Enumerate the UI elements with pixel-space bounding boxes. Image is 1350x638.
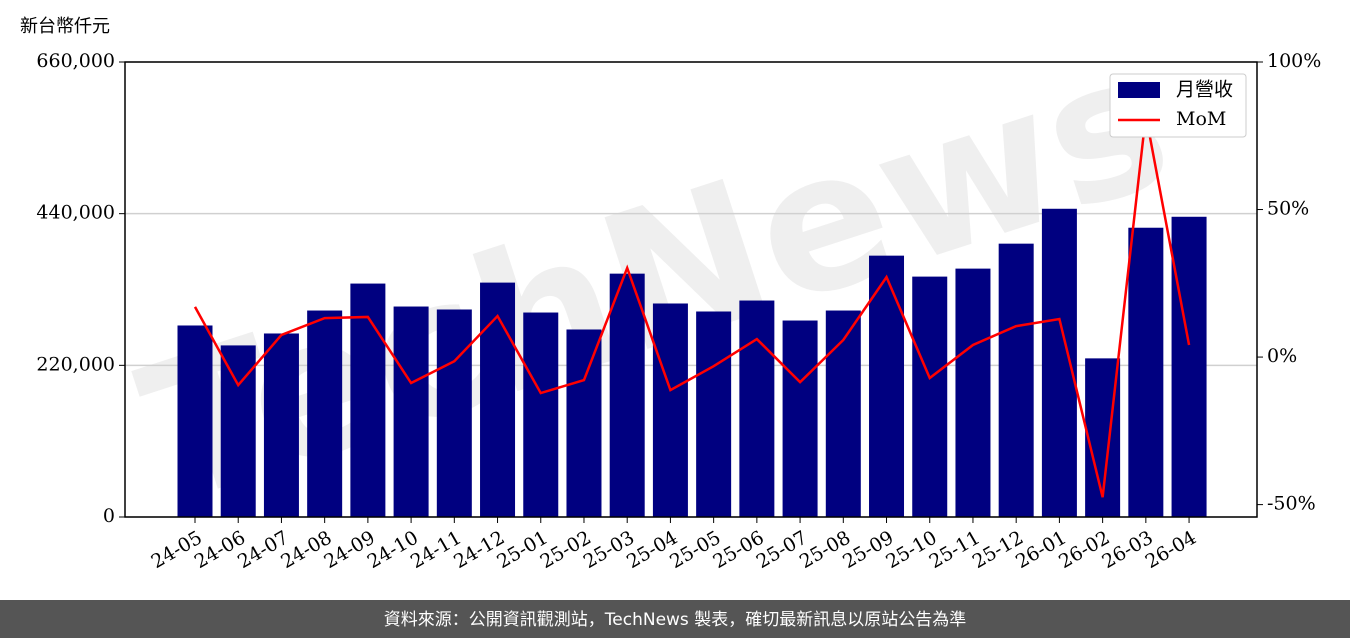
bar xyxy=(1171,216,1207,518)
plot-frame xyxy=(124,61,1258,518)
bar xyxy=(263,333,299,517)
y2-tick-label: -50% xyxy=(1267,493,1316,515)
footer-bar xyxy=(0,600,1350,638)
footer: 資料來源：公開資訊觀測站，TechNews 製表，確切最新訊息以原站公告為準 xyxy=(384,610,966,630)
bar xyxy=(739,300,775,517)
bar xyxy=(652,303,688,517)
bar xyxy=(1041,208,1077,517)
bar xyxy=(523,312,559,517)
bar xyxy=(696,311,732,517)
legend-label: MoM xyxy=(1176,108,1226,130)
bar xyxy=(177,325,213,517)
bar xyxy=(955,268,991,517)
bar xyxy=(480,282,516,517)
bar xyxy=(609,273,645,517)
legend-swatch xyxy=(1118,82,1160,98)
y-tick-label: 660,000 xyxy=(36,50,115,72)
y-tick-label: 0 xyxy=(103,505,115,527)
bar xyxy=(220,345,256,517)
line xyxy=(193,114,1191,498)
bar xyxy=(782,320,818,517)
bar xyxy=(912,276,948,517)
bar xyxy=(998,243,1034,517)
y-axis-label: 新台幣仟元 xyxy=(20,16,110,37)
bar xyxy=(825,310,861,517)
bar xyxy=(869,255,905,517)
y-tick-label: 220,000 xyxy=(36,353,115,375)
legend-label: 月營收 xyxy=(1176,79,1233,101)
bar xyxy=(566,329,602,517)
bar xyxy=(436,309,472,517)
y2-tick-label: 50% xyxy=(1267,198,1309,220)
bar xyxy=(393,306,429,517)
bar xyxy=(1128,227,1164,518)
y2-tick-label: 100% xyxy=(1267,50,1321,72)
bar xyxy=(350,283,386,517)
bar xyxy=(307,310,343,517)
y2-tick-label: 0% xyxy=(1267,345,1297,367)
y-tick-label: 440,000 xyxy=(36,202,115,224)
